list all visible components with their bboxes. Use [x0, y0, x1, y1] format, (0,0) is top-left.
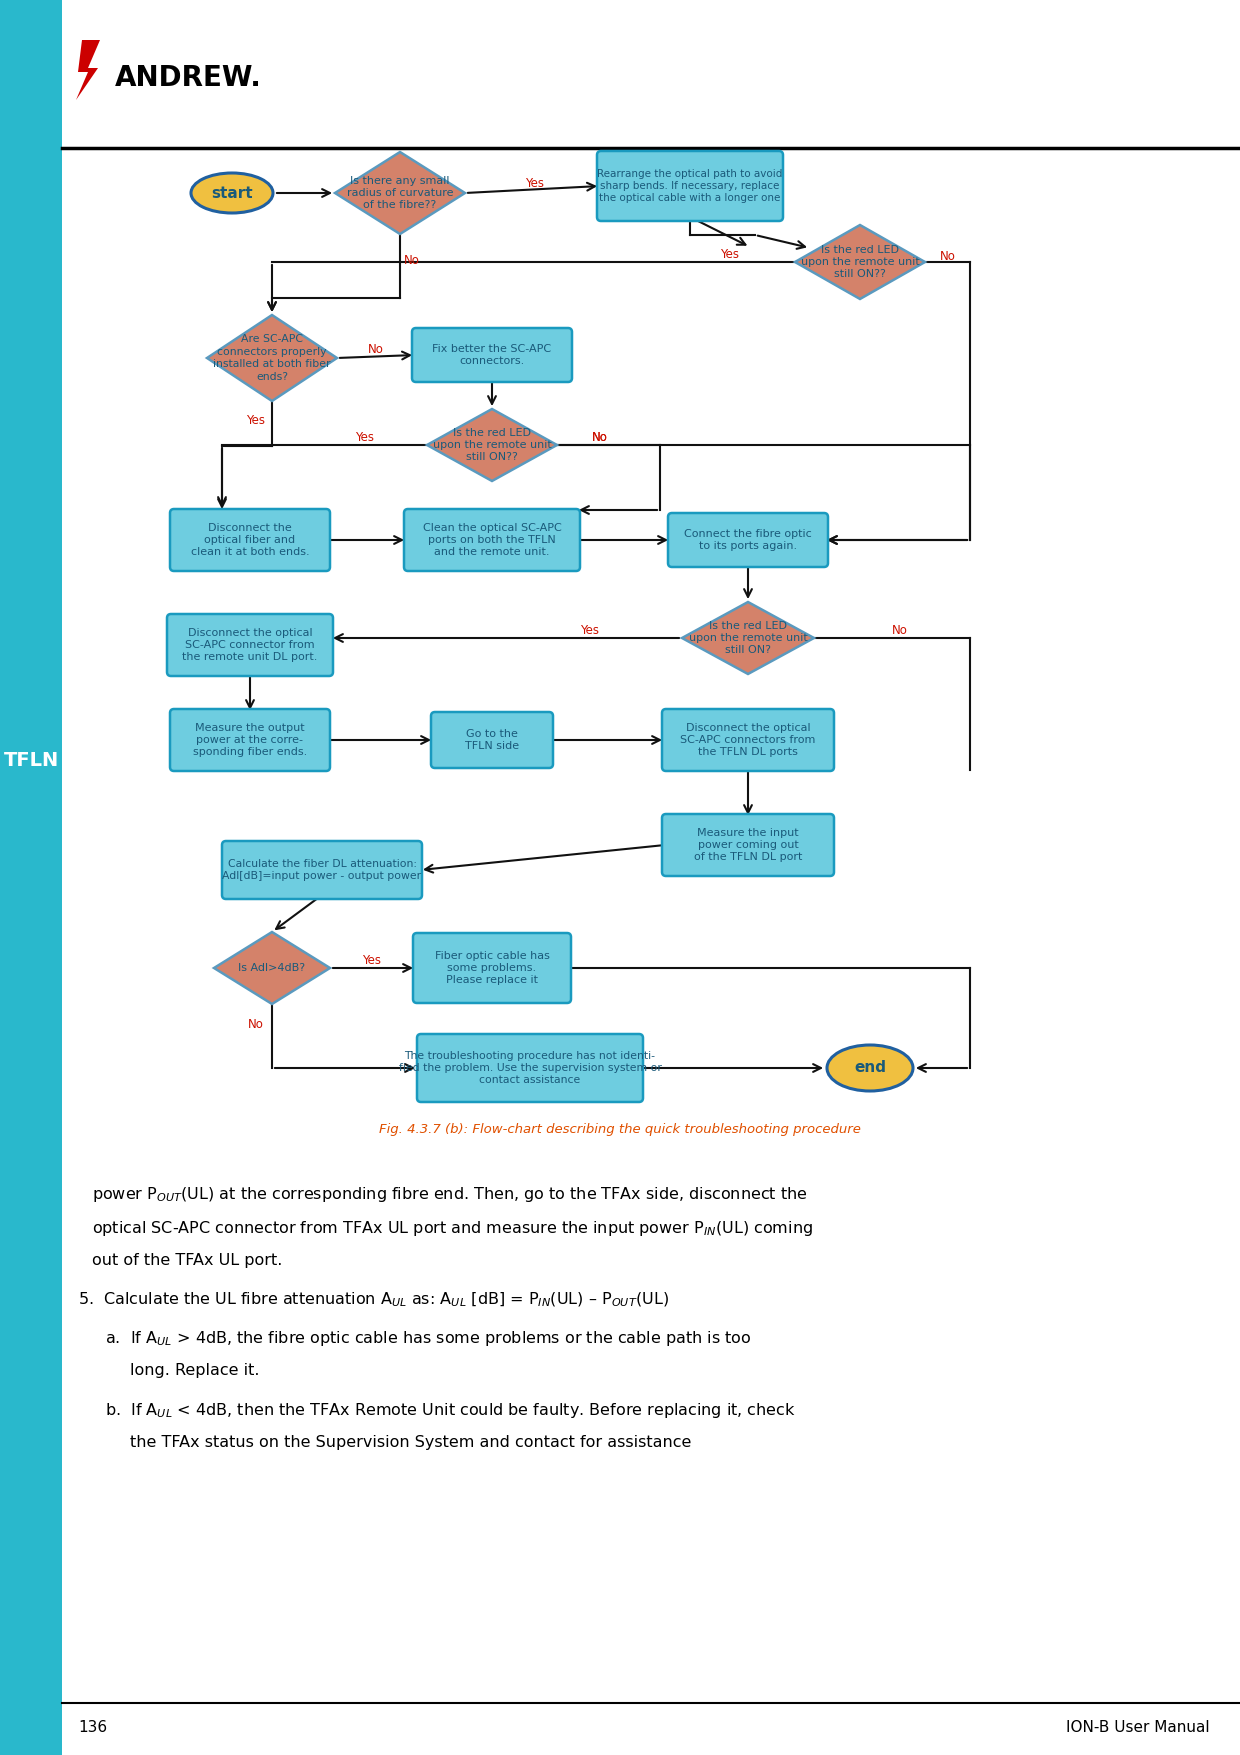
Text: Disconnect the
optical fiber and
clean it at both ends.: Disconnect the optical fiber and clean i…: [191, 523, 309, 558]
Text: Yes: Yes: [356, 430, 374, 444]
Text: Yes: Yes: [720, 247, 739, 260]
Polygon shape: [427, 409, 557, 481]
Text: power P$_{OUT}$(UL) at the corresponding fibre end. Then, go to the TFAx side, d: power P$_{OUT}$(UL) at the corresponding…: [92, 1185, 807, 1204]
Text: Fig. 4.3.7 (b): Flow-chart describing the quick troubleshooting procedure: Fig. 4.3.7 (b): Flow-chart describing th…: [379, 1123, 861, 1137]
Bar: [62, 0, 1240, 147]
Text: ION-B User Manual: ION-B User Manual: [1066, 1720, 1210, 1734]
Polygon shape: [207, 314, 337, 400]
Text: Is there any small
radius of curvature
of the fibre??: Is there any small radius of curvature o…: [347, 176, 454, 211]
Text: Disconnect the optical
SC-APC connectors from
the TFLN DL ports: Disconnect the optical SC-APC connectors…: [681, 723, 816, 758]
Polygon shape: [76, 40, 100, 100]
FancyBboxPatch shape: [412, 328, 572, 383]
FancyBboxPatch shape: [170, 509, 330, 570]
Polygon shape: [215, 932, 330, 1004]
Text: start: start: [211, 186, 253, 200]
Text: Is the red LED
upon the remote unit
still ON?: Is the red LED upon the remote unit stil…: [688, 621, 807, 655]
Text: 136: 136: [78, 1720, 107, 1734]
Polygon shape: [335, 153, 465, 233]
FancyBboxPatch shape: [417, 1034, 644, 1102]
FancyBboxPatch shape: [432, 713, 553, 769]
Text: the TFAx status on the Supervision System and contact for assistance: the TFAx status on the Supervision Syste…: [130, 1436, 692, 1450]
Text: The troubleshooting procedure has not identi-
fied the problem. Use the supervis: The troubleshooting procedure has not id…: [398, 1051, 661, 1085]
Text: Measure the input
power coming out
of the TFLN DL port: Measure the input power coming out of th…: [694, 828, 802, 862]
FancyBboxPatch shape: [662, 709, 835, 770]
Text: Connect the fibre optic
to its ports again.: Connect the fibre optic to its ports aga…: [684, 528, 812, 551]
Text: out of the TFAx UL port.: out of the TFAx UL port.: [92, 1253, 283, 1269]
Text: Yes: Yes: [362, 953, 382, 967]
Text: Measure the output
power at the corre-
sponding fiber ends.: Measure the output power at the corre- s…: [193, 723, 308, 758]
Text: No: No: [591, 430, 608, 444]
Text: end: end: [854, 1060, 887, 1076]
Text: Rearrange the optical path to avoid
sharp bends. If necessary, replace
the optic: Rearrange the optical path to avoid shar…: [598, 168, 782, 204]
Text: b.  If A$_{UL}$ < 4dB, then the TFAx Remote Unit could be faulty. Before replaci: b. If A$_{UL}$ < 4dB, then the TFAx Remo…: [105, 1400, 796, 1420]
FancyBboxPatch shape: [404, 509, 580, 570]
Text: Go to the
TFLN side: Go to the TFLN side: [465, 728, 520, 751]
Text: a.  If A$_{UL}$ > 4dB, the fibre optic cable has some problems or the cable path: a. If A$_{UL}$ > 4dB, the fibre optic ca…: [105, 1329, 751, 1348]
Text: ANDREW.: ANDREW.: [115, 63, 262, 91]
Text: 5.  Calculate the UL fibre attenuation A$_{UL}$ as: A$_{UL}$ [dB] = P$_{IN}$(UL): 5. Calculate the UL fibre attenuation A$…: [78, 1290, 670, 1309]
Text: No: No: [591, 430, 608, 444]
Text: Is the red LED
upon the remote unit
still ON??: Is the red LED upon the remote unit stil…: [801, 244, 919, 279]
Text: optical SC-APC connector from TFAx UL port and measure the input power P$_{IN}$(: optical SC-APC connector from TFAx UL po…: [92, 1218, 813, 1237]
Text: No: No: [404, 253, 420, 267]
Text: Clean the optical SC-APC
ports on both the TFLN
and the remote unit.: Clean the optical SC-APC ports on both t…: [423, 523, 562, 558]
FancyBboxPatch shape: [170, 709, 330, 770]
Text: Fiber optic cable has
some problems.
Please replace it: Fiber optic cable has some problems. Ple…: [434, 951, 549, 985]
Text: TFLN: TFLN: [4, 751, 58, 769]
FancyBboxPatch shape: [222, 841, 422, 899]
FancyBboxPatch shape: [662, 814, 835, 876]
FancyBboxPatch shape: [167, 614, 334, 676]
Text: long. Replace it.: long. Replace it.: [130, 1364, 259, 1378]
Text: Yes: Yes: [526, 177, 544, 190]
Ellipse shape: [191, 174, 273, 212]
FancyBboxPatch shape: [413, 934, 570, 1004]
Text: Are SC-APC
connectors properly
installed at both fiber
ends?: Are SC-APC connectors properly installed…: [213, 335, 331, 381]
Text: Is Adl>4dB?: Is Adl>4dB?: [238, 963, 305, 972]
Text: No: No: [248, 1018, 264, 1032]
Text: No: No: [368, 342, 384, 356]
Text: Yes: Yes: [580, 623, 599, 637]
Polygon shape: [682, 602, 813, 674]
Text: Calculate the fiber DL attenuation:
Adl[dB]=input power - output power: Calculate the fiber DL attenuation: Adl[…: [222, 858, 422, 881]
Text: Is the red LED
upon the remote unit
still ON??: Is the red LED upon the remote unit stil…: [433, 428, 552, 462]
Ellipse shape: [827, 1044, 913, 1092]
Text: Yes: Yes: [247, 414, 265, 426]
Polygon shape: [795, 225, 925, 298]
Bar: [0, 0, 62, 1755]
Text: No: No: [940, 249, 956, 263]
FancyBboxPatch shape: [596, 151, 782, 221]
Text: Fix better the SC-APC
connectors.: Fix better the SC-APC connectors.: [433, 344, 552, 367]
Text: No: No: [892, 623, 908, 637]
Text: Disconnect the optical
SC-APC connector from
the remote unit DL port.: Disconnect the optical SC-APC connector …: [182, 628, 317, 662]
FancyBboxPatch shape: [668, 512, 828, 567]
